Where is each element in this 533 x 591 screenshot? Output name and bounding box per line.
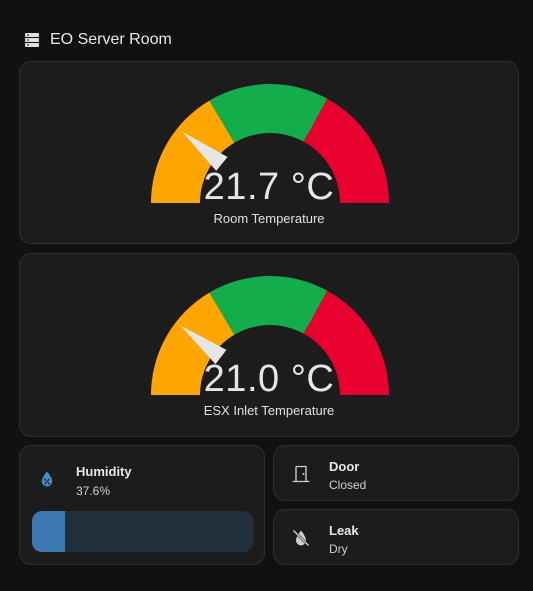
leak-name: Leak	[329, 523, 359, 538]
gauge-segment-low	[151, 100, 235, 203]
leak-tile[interactable]: Leak Dry	[273, 509, 519, 565]
gauge-needle	[180, 325, 227, 365]
door-state: Closed	[329, 478, 367, 492]
door-name: Door	[329, 459, 360, 474]
gauge-arc	[151, 84, 389, 203]
humidity-bar	[32, 511, 253, 552]
gauge-value: 21.0 °C	[203, 358, 335, 400]
humidity-bar-fill	[32, 511, 66, 552]
gauge-value: 21.7 °C	[203, 166, 335, 208]
humidity-name: Humidity	[76, 464, 132, 479]
water-percent-icon	[41, 471, 53, 487]
humidity-value: 37.6%	[76, 484, 111, 498]
leak-state: Dry	[329, 542, 348, 556]
esx-inlet-temperature-gauge-card[interactable]: 21.0 °C ESX Inlet Temperature	[19, 253, 519, 437]
section-title: EO Server Room	[50, 31, 172, 48]
gauge-label: Room Temperature	[213, 211, 325, 226]
gauge-segment-normal	[209, 276, 328, 335]
gauge-segment-high	[303, 290, 389, 395]
gauge-label: ESX Inlet Temperature	[203, 403, 335, 418]
server-icon	[25, 33, 39, 47]
gauge-arc	[151, 276, 389, 395]
humidity-tile[interactable]: Humidity 37.6%	[19, 445, 265, 565]
water-off-icon	[292, 529, 310, 547]
section-header: EO Server Room	[24, 29, 172, 51]
gauge-segment-low	[151, 292, 235, 395]
door-tile[interactable]: Door Closed	[273, 445, 519, 501]
gauge-needle	[182, 131, 228, 171]
door-closed-icon	[292, 465, 310, 483]
gauge-segment-normal	[209, 84, 328, 143]
room-temperature-gauge-card[interactable]: 21.7 °C Room Temperature	[19, 61, 519, 244]
gauge-segment-high	[303, 98, 389, 203]
